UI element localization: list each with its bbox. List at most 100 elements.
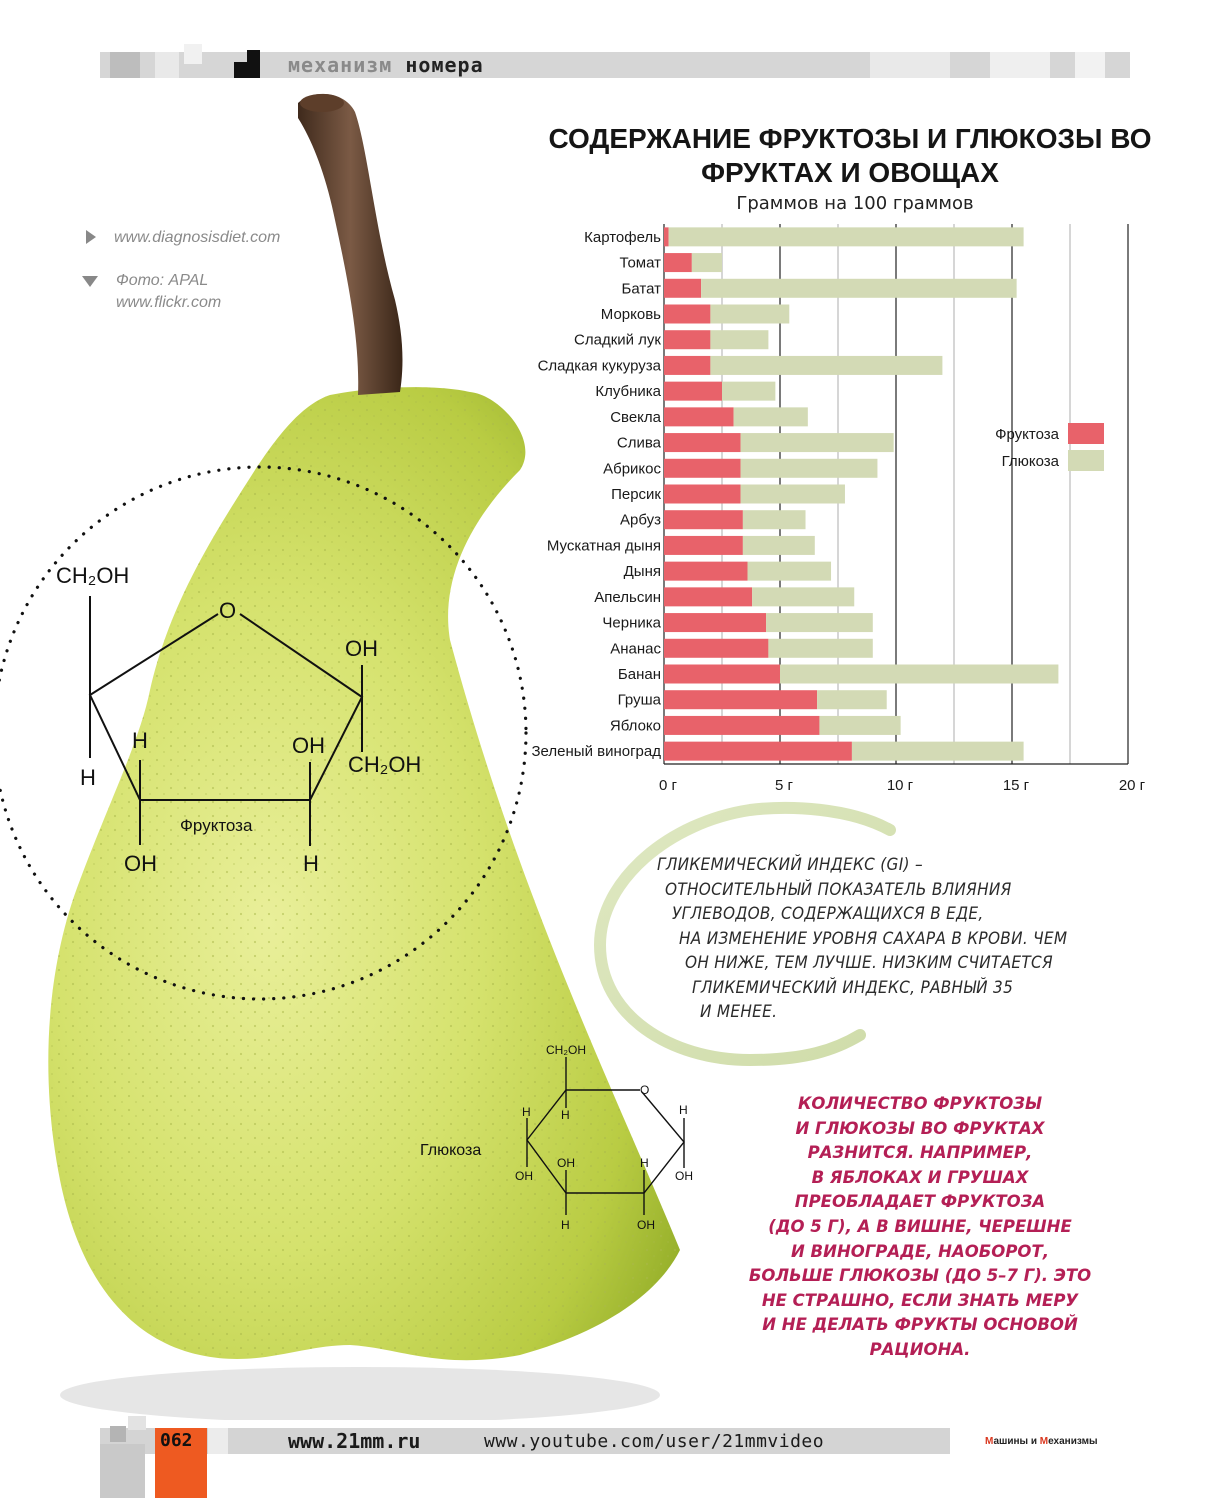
- gi-line: НА ИЗМЕНЕНИЕ УРОВНЯ САХАРА В КРОВИ. ЧЕМ: [679, 928, 1068, 949]
- bar-glucose: [747, 561, 832, 581]
- pear-stem: [298, 93, 403, 396]
- bar-glucose: [691, 253, 722, 273]
- section-label: механизм номера: [288, 53, 484, 77]
- bar-glucose: [740, 458, 878, 478]
- glucose-h-inner-right: H: [640, 1156, 649, 1170]
- gi-line: ОТНОСИТЕЛЬНЫЙ ПОКАЗАТЕЛЬ ВЛИЯНИЯ: [665, 879, 1012, 900]
- category-label: Груша: [618, 692, 662, 709]
- photo-label: Фото: APAL: [116, 272, 209, 289]
- legend-swatch: [1068, 423, 1104, 444]
- note-line: И НЕ ДЕЛАТЬ ФРУКТЫ ОСНОВОЙ: [762, 1315, 1078, 1335]
- sugar-bar-chart: Картофель Томат Батат Морковь Сладкий лук Сла…: [532, 224, 1146, 794]
- bar-fructose: [664, 741, 852, 761]
- bar-glucose: [733, 407, 808, 427]
- glucose-oh-inner: OH: [557, 1156, 575, 1170]
- fructose-o: O: [219, 598, 236, 623]
- gi-line: ГЛИКЕМИЧЕСКИЙ ИНДЕКС, РАВНЫЙ 35: [692, 977, 1014, 998]
- fructose-h-outer: H: [80, 765, 96, 790]
- fructose-oh-bottom: OH: [124, 851, 157, 876]
- bar-glucose: [710, 304, 790, 324]
- glucose-h-right-top: H: [679, 1103, 688, 1117]
- glucose-h-inner-top: H: [561, 1108, 570, 1122]
- note-line: И ВИНОГРАДЕ, НАОБОРОТ,: [791, 1241, 1049, 1261]
- note-line: РАЗНИТСЯ. НАПРИМЕР,: [807, 1143, 1033, 1163]
- gi-line: И МЕНЕЕ.: [700, 1002, 778, 1022]
- footer-strip: [100, 1416, 950, 1498]
- bar-fructose: [664, 664, 780, 684]
- fructose-name: Фруктоза: [180, 816, 253, 835]
- bar-fructose: [664, 304, 711, 324]
- bar-glucose: [740, 484, 845, 504]
- source-url: www.diagnosisdiet.com: [114, 229, 281, 246]
- bar-fructose: [664, 535, 743, 555]
- category-label: Черника: [602, 615, 661, 632]
- bar-glucose: [701, 278, 1017, 298]
- fructose-h-inner: H: [132, 728, 148, 753]
- bar-fructose: [664, 638, 769, 658]
- bar-fructose: [664, 407, 734, 427]
- bar-glucose: [710, 330, 769, 350]
- bar-fructose: [664, 715, 820, 735]
- glucose-formula: CH₂OH O H H H Глюкоза OH H OH OH H OH: [420, 1043, 693, 1232]
- pear-shadow: [60, 1367, 660, 1420]
- youtube-url[interactable]: www.youtube.com/user/21mmvideo: [484, 1431, 825, 1452]
- gi-ring: [593, 801, 896, 1067]
- note-line: БОЛЬШЕ ГЛЮКОЗЫ (ДО 5–7 Г). ЭТО: [748, 1266, 1092, 1286]
- category-label: Батат: [622, 280, 662, 297]
- category-label: Картофель: [584, 229, 661, 246]
- bar-glucose: [768, 638, 873, 658]
- bar-fructose: [664, 587, 753, 607]
- category-label: Мускатная дыня: [547, 537, 661, 554]
- legend-swatch: [1068, 450, 1104, 471]
- tick-label: 20 г: [1119, 777, 1146, 794]
- glucose-o: O: [640, 1083, 649, 1097]
- category-label: Абрикос: [603, 460, 661, 477]
- glucose-h-left-top: H: [522, 1105, 531, 1119]
- fructose-ch2oh-right: CH₂OH: [348, 752, 421, 777]
- page-number-block: [155, 1428, 207, 1498]
- category-label: Сладкий лук: [574, 332, 661, 349]
- category-label: Морковь: [601, 306, 661, 323]
- category-label: Томат: [619, 255, 661, 272]
- category-label: Персик: [611, 486, 661, 503]
- photo-url: www.flickr.com: [116, 294, 222, 311]
- note-line: (ДО 5 Г), А В ВИШНЕ, ЧЕРЕШНЕ: [768, 1217, 1072, 1236]
- site-url[interactable]: www.21mm.ru: [288, 1429, 421, 1453]
- glucose-name: Глюкоза: [420, 1142, 481, 1159]
- category-label: Ананас: [610, 640, 661, 657]
- note-line: В ЯБЛОКАХ И ГРУШАХ: [811, 1167, 1029, 1187]
- play-arrow-icon: [86, 230, 96, 244]
- category-label: Арбуз: [620, 512, 661, 529]
- category-label: Зеленый виноград: [532, 743, 662, 760]
- bar-glucose: [668, 227, 1024, 247]
- bar-glucose: [710, 355, 943, 375]
- category-label: Клубника: [595, 383, 661, 400]
- bar-fructose: [664, 690, 818, 710]
- bar-glucose: [766, 613, 873, 633]
- bar-glucose: [740, 433, 894, 453]
- bar-fructose: [664, 253, 692, 273]
- fructose-formula: CH₂OH O OH H H OH CH₂OH Фруктоза OH H: [56, 563, 421, 876]
- tick-label: 15 г: [1003, 777, 1030, 794]
- gi-line: УГЛЕВОДОВ, СОДЕРЖАЩИХСЯ В ЕДЕ,: [672, 904, 984, 924]
- category-label: Сладкая кукуруза: [538, 357, 662, 374]
- bar-glucose: [752, 587, 855, 607]
- bar-glucose: [722, 381, 776, 401]
- brand-logo: Машины и Механизмы: [985, 1436, 1098, 1447]
- bar-fructose: [664, 330, 711, 350]
- tick-label: 5 г: [775, 777, 794, 794]
- bar-glucose: [817, 690, 887, 710]
- note-line: ПРЕОБЛАДАЕТ ФРУКТОЗА: [794, 1192, 1046, 1212]
- bar-glucose: [742, 510, 806, 530]
- header-strip: [100, 44, 1130, 78]
- legend-label: Глюкоза: [1002, 453, 1060, 470]
- down-arrow-icon: [82, 276, 98, 287]
- bar-fructose: [664, 355, 711, 375]
- category-label: Свекла: [610, 409, 661, 426]
- bar-fructose: [664, 458, 741, 478]
- note-line: НЕ СТРАШНО, ЕСЛИ ЗНАТЬ МЕРУ: [761, 1290, 1079, 1310]
- fructose-h-bottom: H: [303, 851, 319, 876]
- chart-title: СОДЕРЖАНИЕ ФРУКТОЗЫ И ГЛЮКОЗЫ ВО ФРУКТАХ…: [548, 123, 1152, 188]
- pear-illustration: [0, 93, 681, 1420]
- bar-fructose: [664, 561, 748, 581]
